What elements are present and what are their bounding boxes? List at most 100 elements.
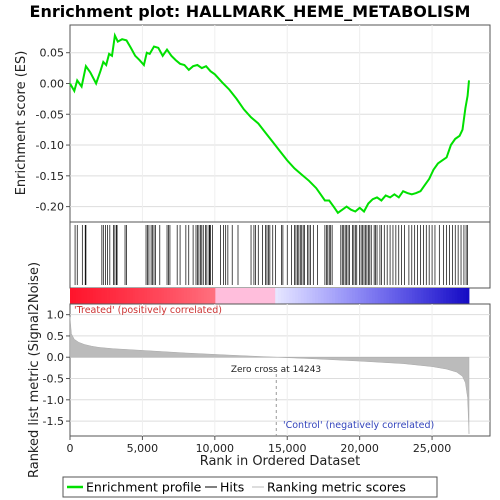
metric-y-tick-label: -0.5	[43, 373, 64, 386]
color-bar-segment	[229, 288, 233, 304]
legend-label-hits: Hits	[220, 480, 244, 495]
color-bar-segment	[112, 288, 116, 304]
metric-y-tick-label: 0.0	[47, 351, 65, 364]
es-y-tick-label: -0.15	[36, 170, 64, 183]
color-bar-segment	[189, 288, 193, 304]
color-bar-segment	[181, 288, 185, 304]
color-bar-segment	[403, 288, 407, 304]
color-bar-segment	[431, 288, 436, 304]
color-bar-segment	[155, 288, 159, 304]
color-bar-segment	[266, 288, 270, 304]
color-bar-segment	[346, 288, 350, 304]
control-label: 'Control' (negatively correlated)	[283, 420, 434, 431]
color-bar-segment	[466, 288, 470, 304]
color-bar-segment	[426, 288, 430, 304]
metric-y-ticks: 1.0 0.5 0.0 -0.5 -1.0 -1.5	[43, 309, 70, 428]
color-bar-segment	[349, 288, 353, 304]
metric-y-tick-label: -1.5	[43, 415, 64, 428]
color-bar-segment	[263, 288, 268, 304]
color-bar-segment	[397, 288, 401, 304]
color-bar-segment	[298, 288, 302, 304]
color-bar-segment	[161, 288, 165, 304]
color-bar-segment	[329, 288, 333, 304]
color-bar-segment	[232, 288, 236, 304]
color-bar-segment	[127, 288, 131, 304]
x-tick-label: 20,000	[340, 442, 379, 455]
color-bar-segment	[394, 288, 399, 304]
es-panel-frame	[69, 24, 491, 223]
color-bar-segment	[272, 288, 276, 304]
color-bar-segment	[414, 288, 419, 304]
color-bar-segment	[337, 288, 342, 304]
es-y-tick-label: 0.00	[40, 77, 65, 90]
x-axis-label: Rank in Ordered Dataset	[200, 454, 361, 469]
color-bar-segment	[389, 288, 393, 304]
color-bar-segment	[164, 288, 168, 304]
color-bar-segment	[309, 288, 313, 304]
color-bar-segment	[192, 288, 196, 304]
color-bar-segment	[235, 288, 239, 304]
color-bar-segment	[357, 288, 362, 304]
metric-y-tick-label: 1.0	[47, 309, 65, 322]
color-bar-segment	[95, 288, 99, 304]
color-bar-segment	[300, 288, 305, 304]
color-bar-segment	[144, 288, 148, 304]
color-bar-segment	[252, 288, 256, 304]
color-bar-segment	[374, 288, 379, 304]
x-tick-label: 5,000	[127, 442, 159, 455]
color-bar-segment	[306, 288, 310, 304]
color-bar-segment	[312, 288, 316, 304]
color-bar-segment	[369, 288, 373, 304]
color-bar-segment	[303, 288, 307, 304]
color-bar-segment	[275, 288, 279, 304]
color-bar-segment	[380, 288, 384, 304]
color-bar-segment	[223, 288, 228, 304]
x-tick-label: 0	[67, 442, 74, 455]
color-bar-segment	[195, 288, 199, 304]
color-bar-segment	[115, 288, 119, 304]
color-bar-segment	[166, 288, 171, 304]
color-bar-segment	[454, 288, 458, 304]
color-bar-segment	[238, 288, 242, 304]
color-bar-segment	[326, 288, 330, 304]
color-bar-segment	[409, 288, 413, 304]
color-bar-segment	[206, 288, 211, 304]
legend-label-metric: Ranking metric scores	[267, 480, 406, 495]
color-bar-segment	[280, 288, 285, 304]
color-bar-segment	[84, 288, 88, 304]
color-bar-segment	[89, 288, 94, 304]
color-bar-segment	[332, 288, 336, 304]
color-bar-segment	[175, 288, 179, 304]
metric-panel-frame	[69, 303, 491, 437]
color-bar-segment	[446, 288, 450, 304]
gene-hit-ticks	[74, 225, 468, 285]
color-bar-segment	[124, 288, 128, 304]
metric-x-ticks: 0 5,000 10,000 15,000 20,000 25,000	[67, 436, 451, 455]
color-bar-segment	[92, 288, 97, 304]
x-tick-label: 10,000	[196, 442, 235, 455]
color-bar-segment	[343, 288, 347, 304]
color-bar-segment	[317, 288, 322, 304]
color-bar-segment	[81, 288, 85, 304]
metric-y-tick-label: -1.0	[43, 394, 64, 407]
color-bar-segment	[386, 288, 390, 304]
color-bar-segment	[249, 288, 253, 304]
color-bar-segment	[169, 288, 173, 304]
color-bar-segment	[460, 288, 464, 304]
color-bar-segment	[172, 288, 176, 304]
color-bar-segment	[292, 288, 296, 304]
treated-label: 'Treated' (positively correlated)	[74, 305, 222, 316]
color-bar-segment	[158, 288, 162, 304]
ranking-metric-area	[69, 316, 470, 434]
es-gridlines	[70, 25, 490, 222]
legend-box	[62, 476, 438, 498]
es-y-axis-label: Enrichment score (ES)	[14, 51, 29, 196]
color-bar-segment	[400, 288, 404, 304]
color-bar-segment	[75, 288, 79, 304]
color-bar-segment	[335, 288, 339, 304]
color-bar-segment	[226, 288, 230, 304]
color-bar-segment	[440, 288, 444, 304]
color-bar-segment	[352, 288, 356, 304]
color-bar-segment	[255, 288, 259, 304]
